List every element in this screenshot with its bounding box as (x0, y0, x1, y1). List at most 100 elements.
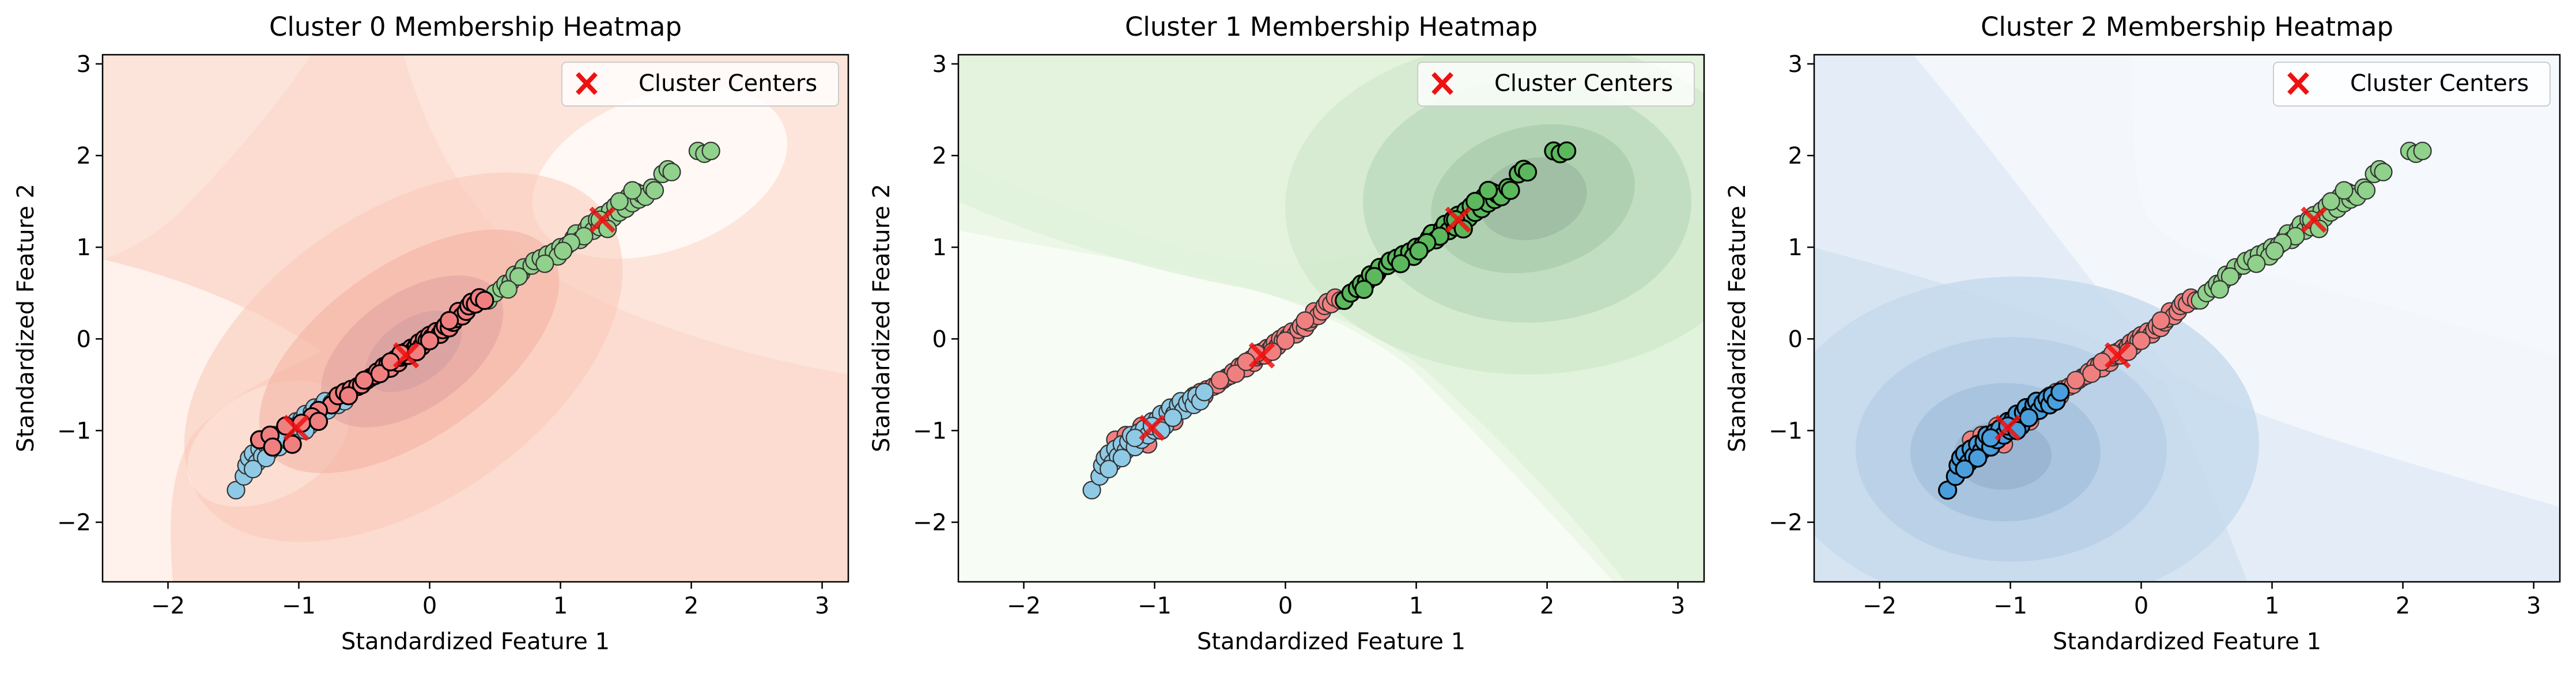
cluster-center-marker (2301, 206, 2328, 233)
y-tick-label: −2 (913, 510, 947, 536)
x-tick-label: −1 (1138, 593, 1172, 619)
cluster-center-marker (1445, 206, 1472, 233)
panel-0-legend-box (561, 62, 839, 107)
cluster-2-point (1195, 383, 1214, 402)
cluster-center-marker (589, 206, 616, 233)
cluster-0-point (2132, 331, 2151, 350)
y-tick-label: 2 (932, 143, 947, 169)
y-tick-label: 1 (932, 234, 947, 261)
panel-2-heatmap (1814, 55, 2560, 582)
cluster-2-point (2050, 382, 2070, 402)
panel-2-legend-marker-icon (2287, 72, 2309, 95)
cluster-1-point (1501, 180, 1520, 200)
panel-2-title: Cluster 2 Membership Heatmap (1981, 12, 2393, 42)
panel-1-heatmap-white-left (958, 248, 1464, 582)
panel-1-frame (957, 54, 1705, 583)
panel-2-legend-box (2273, 62, 2551, 107)
x-tick-label: 1 (1409, 593, 1423, 619)
cluster-1-point (2265, 241, 2284, 260)
panel-0-title: Cluster 0 Membership Heatmap (269, 12, 682, 42)
panel-1-heatmap-band-4 (1479, 157, 1587, 240)
panel-2-xticks: −2 −1 0 1 2 3 (1863, 582, 2541, 619)
panel-1-heatmap (958, 55, 1704, 582)
panel-0-frame (101, 54, 849, 583)
cluster-2-point (226, 480, 245, 499)
cluster-1-point (645, 181, 664, 200)
y-tick-label: 0 (77, 326, 91, 353)
panel-1-legend-marker-icon (1431, 72, 1453, 95)
cluster-0-point (1226, 364, 1245, 383)
panel-1-legend: Cluster Centers (1417, 62, 1695, 107)
cluster-0-point (2151, 311, 2170, 330)
y-tick-label: 1 (77, 234, 91, 261)
x-tick-label: 0 (1278, 593, 1293, 619)
panel-2-centers (1995, 206, 2328, 441)
y-tick-label: −1 (1769, 418, 1803, 444)
panel-0-legend: Cluster Centers (561, 62, 839, 107)
panel-2-ylabel: Standardized Feature 2 (1724, 184, 1751, 452)
cluster-1-point (623, 181, 642, 200)
panel-1-yticks: −2 −1 0 1 2 3 (913, 51, 958, 536)
cluster-center-marker (1995, 414, 2021, 441)
cluster-1-point (2356, 181, 2376, 200)
panel-1-centers (1139, 206, 1472, 441)
x-tick-label: 0 (2134, 593, 2148, 619)
cluster-1-point (2321, 192, 2340, 211)
panel-0-points (226, 141, 720, 499)
x-tick-label: −1 (1993, 593, 2027, 619)
cluster-1-point (1557, 141, 1577, 161)
cluster-0-point (475, 290, 494, 311)
panel-2-legend: Cluster Centers (2273, 62, 2551, 107)
cluster-1-point (662, 162, 681, 181)
panel-0-xticks: −2 −1 0 1 2 3 (151, 582, 829, 619)
cluster-0-point (263, 437, 282, 457)
cluster-2-point (1968, 448, 1988, 468)
panel-2: Cluster 2 Membership Heatmap −2 −1 0 1 2 3 −2… (1724, 12, 2561, 655)
panel-0-xlabel: Standardized Feature 1 (341, 628, 610, 655)
cluster-center-marker (1248, 342, 1275, 369)
cluster-1-point (2220, 267, 2240, 286)
cluster-1-point (2413, 141, 2432, 161)
panel-1-title: Cluster 1 Membership Heatmap (1125, 12, 1538, 42)
cluster-2-point (1955, 459, 1974, 479)
cluster-0-point (308, 411, 328, 431)
panel-0-heatmap (103, 55, 848, 582)
y-tick-label: 1 (1788, 234, 1803, 261)
cluster-center-marker (2104, 342, 2131, 369)
cluster-1-point (1517, 162, 1538, 182)
y-tick-label: −2 (1769, 510, 1803, 536)
y-tick-label: 2 (77, 143, 91, 169)
y-tick-label: 0 (1788, 326, 1803, 353)
x-tick-label: −2 (151, 593, 185, 619)
panel-0-centers (283, 206, 616, 441)
y-tick-label: 2 (1788, 143, 1803, 169)
panel-0-heatmap-light-tl (103, 55, 311, 259)
x-tick-label: 1 (553, 593, 568, 619)
cluster-1-point (598, 219, 617, 238)
x-tick-label: 0 (422, 593, 437, 619)
cluster-0-point (1210, 370, 1230, 390)
cluster-1-point (1465, 192, 1485, 211)
x-tick-label: 3 (1671, 593, 1685, 619)
x-tick-label: −2 (1863, 593, 1897, 619)
panel-0-yticks: −2 −1 0 1 2 3 (57, 51, 103, 536)
cluster-1-point (1453, 219, 1473, 238)
panel-1-xticks: −2 −1 0 1 2 3 (1007, 582, 1685, 619)
cluster-2-point (1099, 460, 1119, 479)
y-tick-label: 3 (1788, 51, 1803, 78)
cluster-1-point (1409, 241, 1429, 261)
cluster-0-point (439, 311, 459, 331)
cluster-1-point (701, 141, 720, 161)
cluster-1-point (1391, 254, 1410, 274)
cluster-1-point (509, 267, 528, 286)
cluster-0-point (282, 434, 302, 454)
panel-0-legend-marker-icon (576, 72, 598, 95)
panel-0-ylabel: Standardized Feature 2 (13, 184, 39, 452)
y-tick-label: 3 (932, 51, 947, 78)
panel-1-legend-label: Cluster Centers (1494, 70, 1673, 97)
y-tick-label: −1 (57, 418, 91, 444)
cluster-1-point (2247, 254, 2266, 273)
cluster-1-point (535, 254, 554, 273)
cluster-0-point (370, 364, 390, 384)
